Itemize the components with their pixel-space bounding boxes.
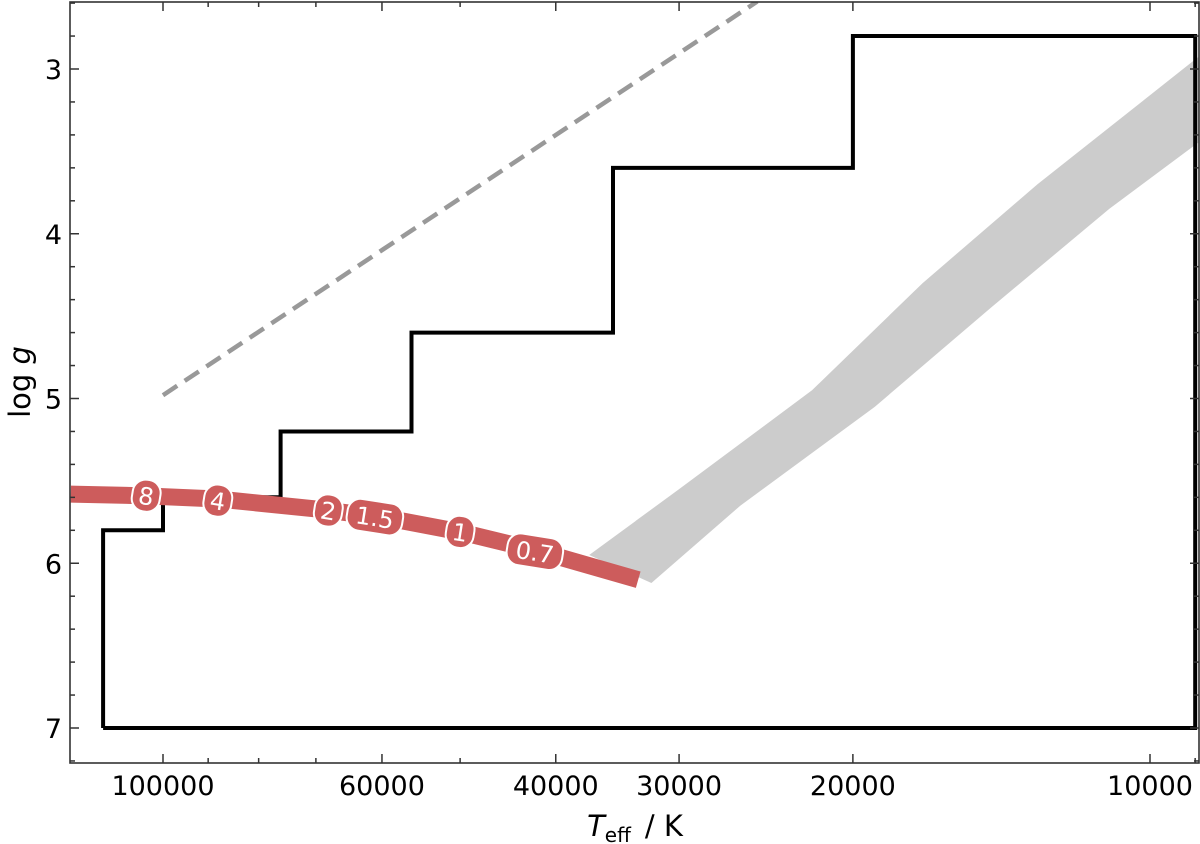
svg-text:1.5: 1.5	[354, 501, 396, 535]
mass-label: 2	[312, 493, 344, 528]
axis-ticks	[70, 2, 1199, 763]
svg-text:0.7: 0.7	[514, 536, 556, 570]
x-tick-label: 40000	[513, 771, 599, 802]
y-tick-label: 5	[45, 385, 62, 416]
y-tick-labels: 3 4 5 6 7	[45, 55, 62, 745]
y-tick-label: 4	[45, 220, 62, 251]
mass-label: 4	[202, 483, 234, 518]
y-tick-label: 6	[45, 549, 62, 580]
x-tick-label: 10000	[1107, 771, 1193, 802]
x-tick-label: 100000	[111, 771, 214, 802]
mass-labels: 8 4 2 1.5 1 0.7	[130, 478, 565, 572]
mass-label: 1	[444, 514, 476, 550]
y-axis-title: log g	[3, 346, 37, 418]
dashed-limit-line	[161, 2, 759, 398]
y-tick-label: 7	[45, 714, 62, 745]
mass-label: 8	[130, 478, 162, 513]
x-axis-title: Teff / K	[587, 809, 684, 844]
plot-area: 8 4 2 1.5 1 0.7	[70, 2, 1199, 730]
svg-text:4: 4	[208, 487, 227, 517]
svg-text:2: 2	[318, 496, 337, 526]
mass-label: 1.5	[345, 497, 405, 537]
svg-text:8: 8	[136, 482, 155, 512]
y-tick-label: 3	[45, 55, 62, 86]
x-tick-label: 20000	[810, 771, 896, 802]
gray-band-sequence	[589, 57, 1199, 583]
axes-frame	[69, 1, 1200, 764]
x-tick-label: 60000	[339, 771, 425, 802]
x-tick-labels: 100000 60000 40000 30000 20000 10000	[111, 771, 1192, 802]
grid-coverage-outline	[101, 34, 1198, 730]
svg-text:1: 1	[450, 518, 469, 548]
x-tick-label: 30000	[636, 771, 722, 802]
mass-label: 0.7	[505, 532, 565, 572]
